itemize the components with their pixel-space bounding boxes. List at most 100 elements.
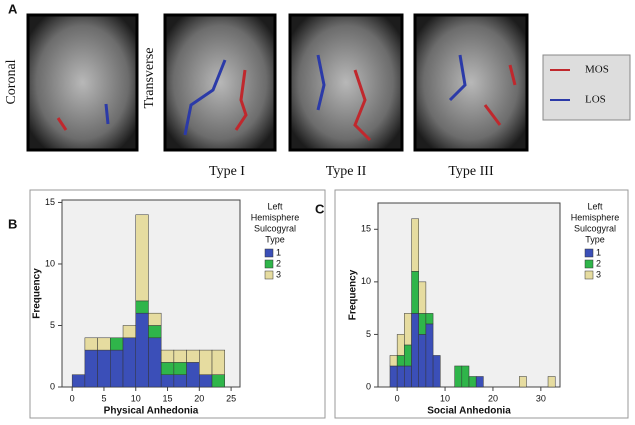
bar-segment <box>461 365 470 388</box>
y-tick-label: 0 <box>366 381 371 391</box>
y-tick-label: 10 <box>45 258 55 268</box>
bar-segment <box>547 376 556 388</box>
legend-title: Hemisphere <box>571 212 620 222</box>
bar-segment <box>411 218 419 272</box>
bar-segment <box>110 337 124 351</box>
bar-segment <box>186 349 200 363</box>
bar-segment <box>404 344 412 367</box>
bar-segment <box>135 300 149 314</box>
bar-segment <box>173 374 187 388</box>
bar-segment <box>425 313 434 325</box>
bar-segment <box>148 337 162 388</box>
panel-label: A <box>8 1 18 16</box>
bar-segment <box>110 349 124 388</box>
bar-segment <box>454 365 463 388</box>
view-label: Transverse <box>142 48 157 109</box>
legend-label: 1 <box>596 247 601 257</box>
bar-segment <box>148 312 162 326</box>
panel-label: B <box>8 216 17 231</box>
legend-title: Hemisphere <box>251 212 300 222</box>
bar-segment <box>389 365 398 388</box>
legend-swatch <box>584 259 594 269</box>
y-axis-label: Frequency <box>32 268 43 319</box>
x-tick-label: 20 <box>194 393 204 403</box>
y-tick-label: 10 <box>361 276 371 286</box>
y-tick-label: 5 <box>366 329 371 339</box>
y-tick-label: 15 <box>361 224 371 234</box>
legend-title: Left <box>267 201 283 211</box>
type-label: Type II <box>326 164 367 179</box>
bar-segment <box>135 312 149 388</box>
x-axis-label: Physical Anhedonia <box>104 406 199 417</box>
x-tick-label: 25 <box>226 393 236 403</box>
bar-segment <box>468 376 477 388</box>
bar-segment <box>160 362 175 375</box>
x-tick-label: 10 <box>131 393 141 403</box>
legend-swatch <box>584 248 594 258</box>
bar-segment <box>135 214 149 302</box>
bar-segment <box>396 365 405 388</box>
legend-title: Left <box>587 201 603 211</box>
x-tick-label: 10 <box>440 393 450 403</box>
bar-segment <box>519 376 527 388</box>
legend-title: Sulcogyral <box>254 223 296 233</box>
x-axis-label: Social Anhedonia <box>427 406 511 417</box>
legend-label: MOS <box>585 64 609 76</box>
legend-swatch <box>264 248 274 258</box>
bar-segment <box>396 334 405 356</box>
bar-segment <box>71 374 86 388</box>
bar-segment <box>160 349 175 363</box>
chart-frame <box>29 189 326 419</box>
bar-segment <box>432 355 441 388</box>
bar-segment <box>84 349 98 388</box>
bar-segment <box>211 349 225 375</box>
bar-segment <box>404 365 412 388</box>
bar-segment <box>122 337 136 388</box>
bar-segment <box>411 271 419 314</box>
x-tick-label: 0 <box>395 393 400 403</box>
y-axis-label: Frequency <box>348 269 359 320</box>
bar-segment <box>173 362 187 375</box>
x-tick-label: 20 <box>488 393 498 403</box>
chart-frame <box>334 189 629 419</box>
mri-images <box>26 13 529 152</box>
legend: MOS LOS <box>550 64 609 106</box>
bar-segment <box>418 313 427 335</box>
bar-segment <box>404 313 412 346</box>
legend-label: 3 <box>276 269 281 279</box>
legend-label: 3 <box>596 269 601 279</box>
y-tick-label: 15 <box>45 197 55 207</box>
bar-segment <box>425 323 434 388</box>
x-tick-label: 5 <box>101 393 106 403</box>
legend-title: Type <box>265 234 285 244</box>
view-label: Coronal <box>4 59 19 104</box>
legend-box <box>542 54 631 121</box>
legend-swatch <box>584 270 594 280</box>
bar-segment <box>148 325 162 339</box>
bar-segment <box>418 281 427 314</box>
bar-segment <box>160 374 175 388</box>
legend-label: 2 <box>276 258 281 268</box>
type-label: Type I <box>209 164 245 179</box>
bar-segment <box>411 313 419 388</box>
bar-segment <box>199 374 213 388</box>
bar-segment <box>97 337 111 351</box>
x-tick-label: 15 <box>163 393 173 403</box>
legend-label: 1 <box>276 247 281 257</box>
bar-segment <box>84 337 98 351</box>
legend-swatch <box>264 270 274 280</box>
bar-segment <box>199 349 213 375</box>
bar-segment <box>389 355 398 367</box>
legend-swatch <box>264 259 274 269</box>
y-tick-label: 0 <box>50 381 55 391</box>
bar-segment <box>418 334 427 388</box>
legend-title: Sulcogyral <box>574 223 616 233</box>
type-label: Type III <box>448 164 494 179</box>
legend-label: 2 <box>596 258 601 268</box>
bar-segment <box>122 325 136 339</box>
bar-segment <box>97 349 111 388</box>
legend-title: Type <box>585 234 605 244</box>
x-tick-label: 0 <box>70 393 75 403</box>
bar-segment <box>211 374 225 388</box>
